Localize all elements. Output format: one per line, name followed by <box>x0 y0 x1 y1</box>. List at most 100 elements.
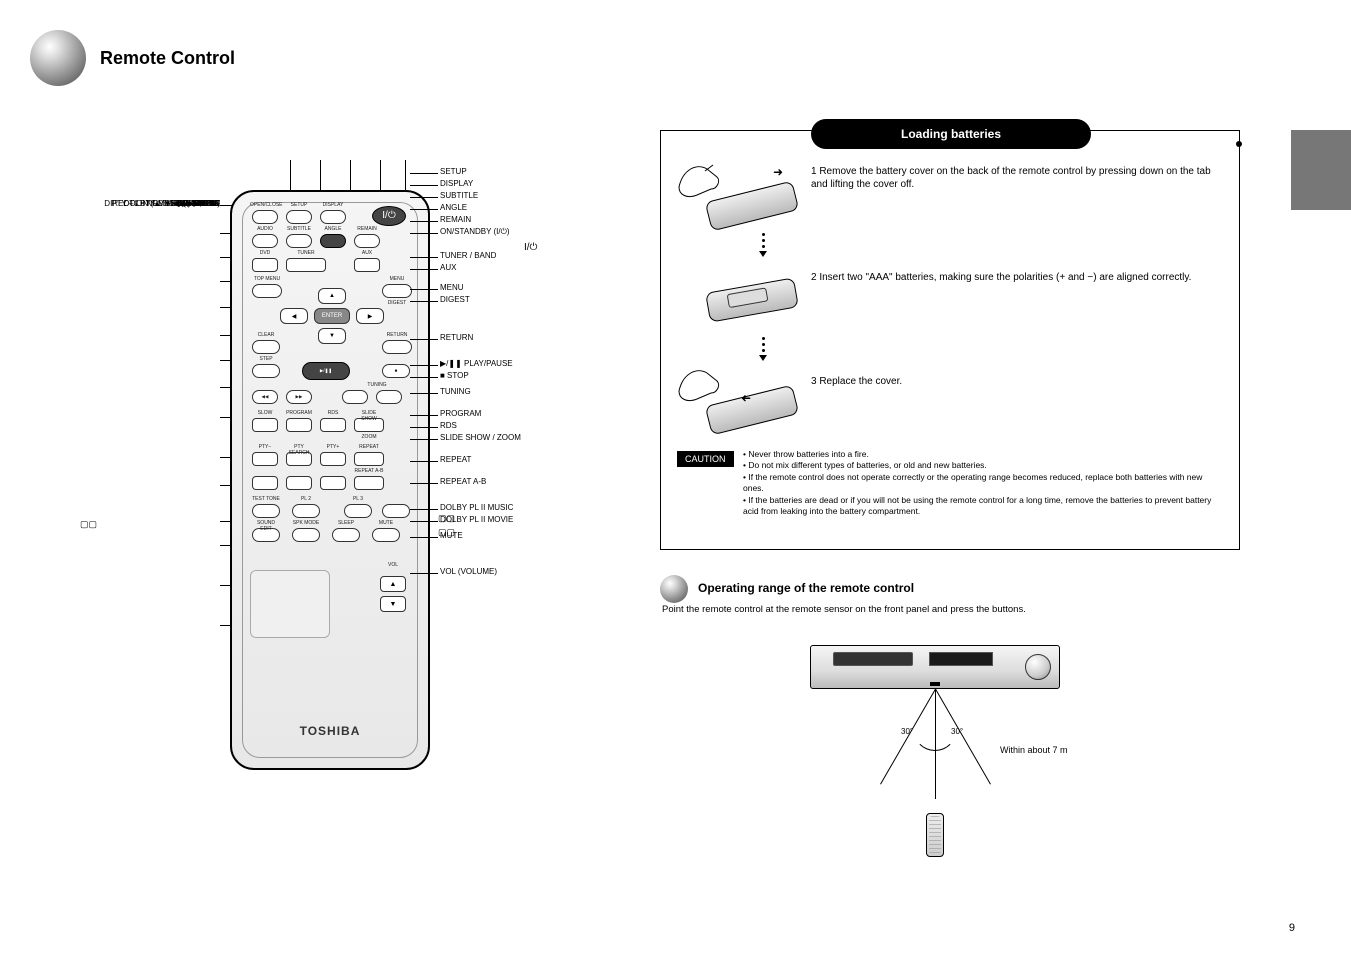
btn-skip-back: ◀◀ <box>252 390 278 404</box>
caution-label: CAUTION <box>677 451 734 467</box>
leader <box>320 160 321 190</box>
page: Remote Control OPEN/CLOSE AUDIO DVD TOP … <box>0 0 1351 954</box>
callout: DIGEST <box>440 296 470 305</box>
step-figure-1: ➜ <box>677 159 787 229</box>
player-front-icon <box>810 645 1060 689</box>
callout: RDS <box>440 422 457 431</box>
leader <box>405 160 406 190</box>
btn-vol-up: ▲ <box>380 576 406 592</box>
callout: PROGRAM <box>440 410 481 419</box>
btn-test-tone <box>252 504 280 518</box>
btn-program <box>286 418 312 432</box>
lbl: SOUND EDIT <box>251 520 281 532</box>
lbl: SETUP <box>284 202 314 208</box>
lbl: MENU <box>382 276 412 282</box>
battery-box: Loading batteries ➜ ➜ 1 <box>660 130 1240 550</box>
lbl: RETURN <box>382 332 412 338</box>
btn-open-close <box>252 210 278 224</box>
btn-clear <box>252 340 280 354</box>
angle-left: 30° <box>901 727 913 736</box>
btn-stop: ■ <box>382 364 410 378</box>
btn-slow <box>252 418 278 432</box>
operating-range-section: Operating range of the remote control Po… <box>660 585 1240 616</box>
power-icon: I/⏻ <box>524 242 537 253</box>
btn-audio <box>252 234 278 248</box>
lbl: PTY+ <box>318 444 348 450</box>
lbl: AUX <box>352 250 382 256</box>
callout: TUNING <box>440 388 471 397</box>
btn-angle <box>320 234 346 248</box>
callout: ▶/❚❚ PLAY/PAUSE <box>440 360 513 369</box>
callout: DISPLAY <box>440 180 473 189</box>
callout: SLEEP <box>194 200 220 209</box>
dots-arrow-icon <box>761 337 765 361</box>
callout: ■ STOP <box>440 372 469 381</box>
btn-tuner <box>286 258 326 272</box>
lbl: DISPLAY <box>318 202 348 208</box>
lbl: TUNER <box>291 250 321 256</box>
step-3-text: 3 Replace the cover. <box>811 375 1221 388</box>
op-range-title: Operating range of the remote control <box>698 581 1240 595</box>
distance-label: Within about 7 m <box>1000 745 1068 755</box>
lbl: TEST TONE <box>251 496 281 502</box>
btn-pty-minus <box>252 452 278 466</box>
remote-diagram: OPEN/CLOSE AUDIO DVD TOP MENU DIRECTION … <box>70 160 610 800</box>
box-connector-dot <box>1236 141 1242 147</box>
step-1-text: 1 Remove the battery cover on the back o… <box>811 165 1221 191</box>
step-figure-3: ➜ <box>677 363 787 433</box>
battery-title: Loading batteries <box>811 119 1091 149</box>
btn-repeat-ab <box>354 476 384 490</box>
btn-subtitle <box>286 234 312 248</box>
power-icon: I/⏻ <box>382 211 395 221</box>
btn-x2 <box>286 476 312 490</box>
btn-pl3 <box>344 504 372 518</box>
caution-body: • Never throw batteries into a fire. • D… <box>743 449 1223 518</box>
lbl: DVD <box>250 250 280 256</box>
lbl: TUNING <box>357 382 397 388</box>
callout: ON/STANDBY (I/⏻) <box>440 228 510 237</box>
dpad: ▲ ◀ENTER▶ ▼ <box>272 288 392 348</box>
lbl: MUTE <box>371 520 401 526</box>
callout: ANGLE <box>440 204 467 213</box>
unit-range-figure: 30° 30° Within about 7 m <box>790 645 1080 865</box>
lbl: PL 2 <box>291 496 321 502</box>
callout: DOLBY PL II MUSIC <box>440 504 513 513</box>
lbl: SUBTITLE <box>284 226 314 232</box>
btn-spk-mode <box>292 528 320 542</box>
page-title: Remote Control <box>100 48 235 69</box>
btn-power: I/⏻ <box>372 206 406 226</box>
dots-arrow-icon <box>761 233 765 257</box>
callout: SUBTITLE <box>440 192 478 201</box>
btn-tuning-up <box>376 390 402 404</box>
lbl: ZOOM <box>354 434 384 440</box>
btn-x3 <box>320 476 346 490</box>
lbl: SLEEP <box>331 520 361 526</box>
callout: RETURN <box>440 334 473 343</box>
lbl: PTY SEARCH <box>284 444 314 456</box>
subsection-sphere-icon <box>660 575 688 603</box>
callout: SLIDE SHOW / ZOOM <box>440 434 521 443</box>
btn-display <box>320 210 346 224</box>
header-sphere-icon <box>30 30 86 86</box>
lbl: REPEAT A-B <box>354 468 384 474</box>
lbl: RDS <box>318 410 348 416</box>
step-2-text: 2 Insert two "AAA" batteries, making sur… <box>811 271 1221 284</box>
btn-vol-down: ▼ <box>380 596 406 612</box>
angle-right: 30° <box>951 727 963 736</box>
btn-mute <box>372 528 400 542</box>
btn-remain <box>354 234 380 248</box>
brand-label: TOSHIBA <box>232 724 428 738</box>
tiny-remote-icon <box>926 813 944 857</box>
number-keypad <box>250 570 330 638</box>
btn-return <box>382 340 412 354</box>
callout: VOL (VOLUME) <box>440 568 497 577</box>
btn-aux <box>354 258 380 272</box>
lbl: OPEN/CLOSE <box>250 202 280 208</box>
lbl: VOL <box>378 562 408 568</box>
op-range-body: Point the remote control at the remote s… <box>662 603 1240 616</box>
lbl: AUDIO <box>250 226 280 232</box>
step-figure-2 <box>677 259 787 329</box>
dolby-icon: ▢▢ <box>438 513 455 524</box>
page-number: 9 <box>1289 922 1295 934</box>
lbl: TOP MENU <box>252 276 282 282</box>
